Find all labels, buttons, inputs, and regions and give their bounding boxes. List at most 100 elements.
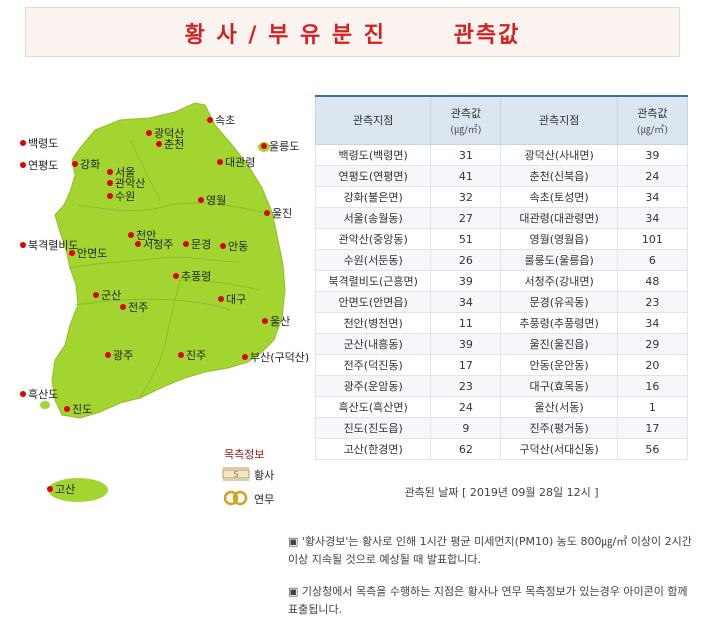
value-cell: 32 <box>430 186 502 208</box>
station-marker[interactable]: 북격렬비도 <box>20 240 79 252</box>
station-cell: 구덕산(서대신동) <box>500 438 618 460</box>
legend-label: 연무 <box>254 493 275 506</box>
value-cell: 39 <box>616 144 689 166</box>
station-marker[interactable]: 광덕산 <box>146 128 184 140</box>
station-cell: 전주(덕진동) <box>314 354 432 376</box>
value-cell: 48 <box>616 270 689 292</box>
station-marker[interactable]: 울진 <box>264 208 292 220</box>
value-cell: 34 <box>616 207 689 229</box>
station-dot <box>47 486 53 492</box>
header-unit: (㎍/㎥) <box>636 124 668 136</box>
station-marker[interactable]: 문경 <box>183 239 211 251</box>
header-label: 관측지점 <box>352 114 394 127</box>
table-row: 천안(병천면) 11 추풍령(추풍령면) 34 <box>314 312 689 334</box>
station-marker[interactable]: 백령도 <box>20 138 58 150</box>
station-dot <box>20 242 26 248</box>
station-label: 추풍령 <box>181 270 212 283</box>
station-cell: 진주(평거동) <box>500 417 618 439</box>
station-marker[interactable]: 서울 <box>107 167 135 179</box>
station-cell: 북격렬비도(근흥면) <box>314 270 432 292</box>
note-observation-icons: ▣ 기상청에서 목측을 수행하는 지점은 황사나 연무 목측정보가 있는경우 아… <box>288 585 688 616</box>
station-label: 영월 <box>206 194 227 207</box>
value-cell: 34 <box>616 312 689 334</box>
station-marker[interactable]: 진도 <box>64 404 92 416</box>
station-dot <box>264 210 270 216</box>
table-row: 연평도(연평면) 41 춘천(신북읍) 24 <box>314 165 689 187</box>
note-yellow-dust-warning: ▣ '황사경보'는 황사로 인해 1시간 평균 미세먼지(PM10) 농도 80… <box>288 535 692 566</box>
station-dot <box>64 406 70 412</box>
station-marker[interactable]: 광주 <box>105 350 133 362</box>
station-cell: 수원(서둔동) <box>314 249 432 271</box>
station-label: 관악산 <box>115 177 146 190</box>
station-label: 연평도 <box>28 159 59 172</box>
station-marker[interactable]: 고산 <box>47 484 75 496</box>
station-label: 백령도 <box>28 137 59 150</box>
station-marker[interactable]: 연평도 <box>20 160 58 172</box>
station-dot <box>207 117 213 123</box>
station-label: 진도 <box>72 403 93 416</box>
station-label: 안면도 <box>77 247 108 260</box>
station-label: 광주 <box>113 349 134 362</box>
table-row: 수원(서둔동) 26 룰룽도(울릉읍) 6 <box>314 249 689 271</box>
station-dot <box>218 296 224 302</box>
station-cell: 백령도(백령면) <box>314 144 432 166</box>
station-marker[interactable]: 속초 <box>207 115 235 127</box>
station-marker[interactable]: 전주 <box>120 302 148 314</box>
table-header-row: 관측지점 관측값 (㎍/㎥) 관측지점 관측값 (㎍/㎥) <box>314 95 689 145</box>
value-cell: 51 <box>430 228 502 250</box>
column-header-station: 관측지점 <box>500 95 618 145</box>
observation-time: 관측된 날짜 [ 2019년 09월 28일 12시 ] <box>404 486 599 499</box>
station-label: 속초 <box>215 114 236 127</box>
legend-title: 목측정보 <box>224 448 265 461</box>
station-label: 진주 <box>186 349 207 362</box>
value-cell: 29 <box>616 333 689 355</box>
station-marker[interactable]: 부산(구덕산) <box>242 352 309 364</box>
station-marker[interactable]: 관악산 <box>107 178 145 190</box>
station-label: 울산 <box>270 315 291 328</box>
value-cell: 24 <box>430 396 502 418</box>
station-marker[interactable]: 안동 <box>220 241 248 253</box>
station-marker[interactable]: 수원 <box>107 191 135 203</box>
station-marker[interactable]: 울산 <box>262 316 290 328</box>
station-cell: 추풍령(추풍령면) <box>500 312 618 334</box>
station-marker[interactable]: 강화 <box>72 159 100 171</box>
value-cell: 62 <box>430 438 502 460</box>
station-label: 울릉도 <box>269 140 300 153</box>
station-marker[interactable]: 진주 <box>178 350 206 362</box>
station-marker[interactable]: 대관령 <box>217 157 255 169</box>
station-marker[interactable]: 천안 <box>128 230 156 242</box>
header-label: 관측값 <box>637 106 668 120</box>
table-row: 광주(운암동) 23 대구(효목동) 16 <box>314 375 689 397</box>
station-cell: 광주(운암동) <box>314 375 432 397</box>
station-label: 울진 <box>272 207 293 220</box>
value-cell: 26 <box>430 249 502 271</box>
station-marker[interactable]: 안면도 <box>69 248 107 260</box>
small-island <box>40 401 50 409</box>
station-marker[interactable]: 흑산도 <box>20 389 58 401</box>
station-marker[interactable]: 울릉도 <box>261 141 299 153</box>
column-header-value: 관측값 (㎍/㎥) <box>430 95 502 145</box>
station-marker[interactable]: 추풍령 <box>173 271 211 283</box>
yellow-dust-icon: S <box>222 467 250 481</box>
station-marker[interactable]: 서청주 <box>135 239 173 251</box>
legend-label: 황사 <box>254 469 275 482</box>
station-dot <box>20 140 26 146</box>
station-marker[interactable]: 영월 <box>198 195 226 207</box>
station-dot <box>107 193 113 199</box>
station-dot <box>146 130 152 136</box>
value-cell: 17 <box>616 417 689 439</box>
station-dot <box>220 243 226 249</box>
table-row: 관악산(중앙동) 51 영월(영월읍) 101 <box>314 228 689 250</box>
station-dot <box>135 241 141 247</box>
station-label: 춘천 <box>164 138 185 151</box>
station-marker[interactable]: 춘천 <box>156 139 184 151</box>
station-cell: 춘천(신북읍) <box>500 165 618 187</box>
station-cell: 속초(토성면) <box>500 186 618 208</box>
station-dot <box>107 180 113 186</box>
station-cell: 문경(유곡동) <box>500 291 618 313</box>
station-marker[interactable]: 군산 <box>93 290 121 302</box>
station-cell: 서청주(강내면) <box>500 270 618 292</box>
station-label: 부산(구덕산) <box>250 351 310 364</box>
station-marker[interactable]: 대구 <box>218 294 246 306</box>
station-label: 천안 <box>136 229 157 242</box>
